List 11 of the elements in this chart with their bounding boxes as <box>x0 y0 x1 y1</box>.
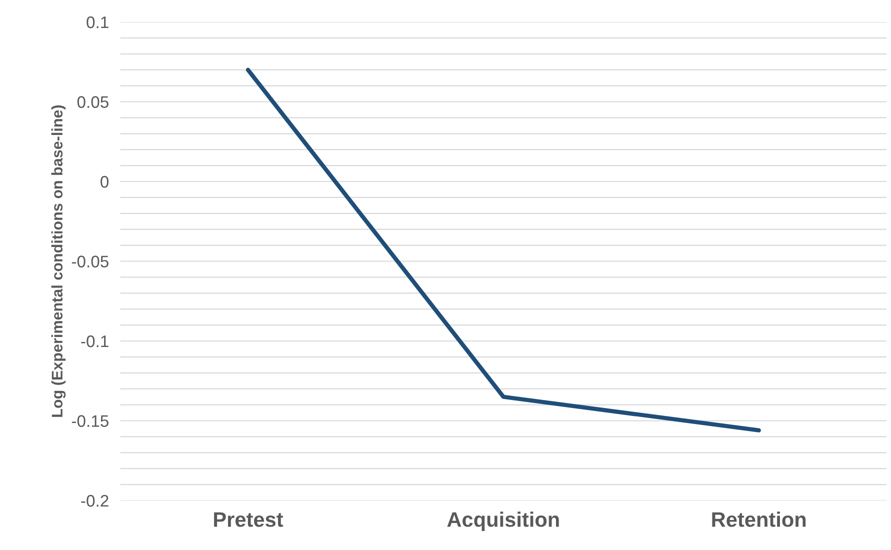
y-tick-label: -0.15 <box>72 415 108 427</box>
y-axis-title: Log (Experimental conditions on base-line) <box>51 105 66 417</box>
y-tick-label: 0.1 <box>86 16 108 28</box>
y-tick-label: 0 <box>100 176 109 188</box>
x-tick-label: Pretest <box>214 512 284 527</box>
y-tick-label: 0.05 <box>77 96 108 108</box>
y-tick-label: -0.05 <box>72 256 108 268</box>
y-tick-label: -0.2 <box>81 494 108 507</box>
x-tick-label: Retention <box>712 512 806 527</box>
x-tick-label: Acquisition <box>447 512 559 532</box>
y-tick-label: -0.1 <box>81 335 108 348</box>
